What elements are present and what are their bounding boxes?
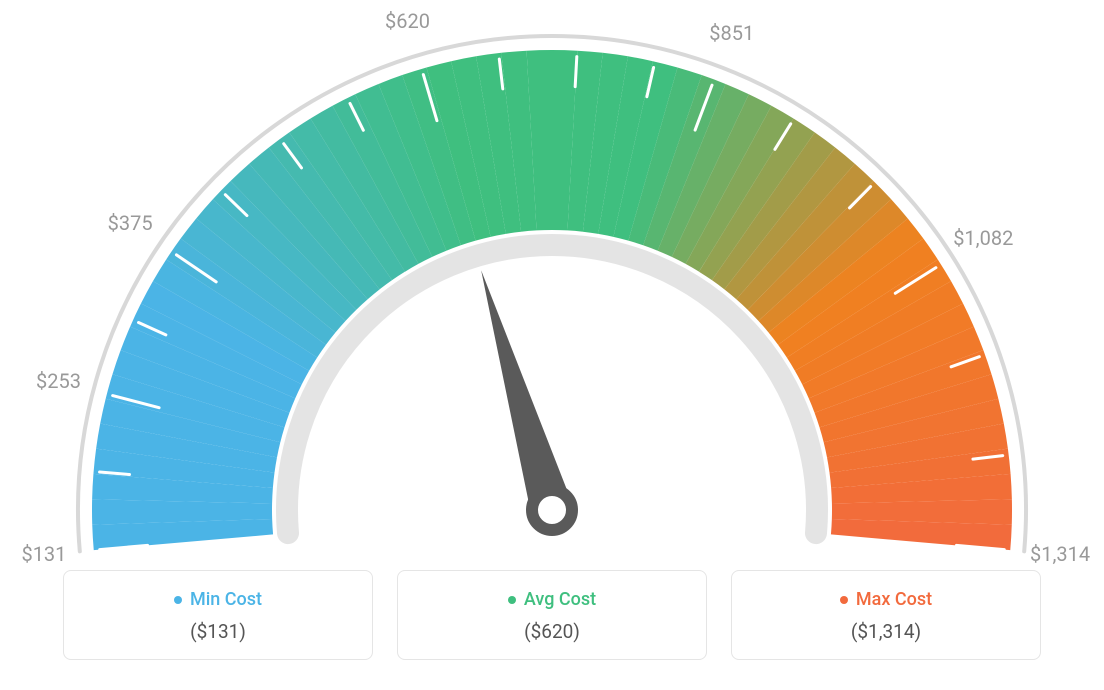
legend-card-max: Max Cost ($1,314) (731, 570, 1041, 661)
legend-label-max: Max Cost (840, 589, 932, 610)
legend-dot-max (840, 596, 848, 604)
legend-label-text-max: Max Cost (856, 589, 932, 610)
tick-label: $253 (36, 369, 81, 393)
legend-value-min: ($131) (84, 620, 352, 643)
cost-gauge-chart: $131 $253 $375 $620 $851 $1,082 $1,314 Min Cos… (0, 0, 1104, 690)
tick-label: $375 (108, 211, 153, 235)
legend-dot-avg (508, 596, 516, 604)
legend-label-text-min: Min Cost (190, 589, 262, 610)
gauge-svg (0, 0, 1104, 560)
legend-card-avg: Avg Cost ($620) (397, 570, 707, 661)
tick-label: $620 (385, 9, 430, 33)
legend-dot-min (174, 596, 182, 604)
legend-label-text-avg: Avg Cost (524, 589, 596, 610)
legend-card-min: Min Cost ($131) (63, 570, 373, 661)
legend-value-avg: ($620) (418, 620, 686, 643)
tick-label: $131 (21, 542, 66, 566)
legend-row: Min Cost ($131) Avg Cost ($620) Max Cost… (50, 570, 1054, 661)
tick-label: $1,082 (953, 226, 1013, 250)
legend-label-min: Min Cost (174, 589, 262, 610)
tick-label: $1,314 (1030, 542, 1090, 566)
legend-value-max: ($1,314) (752, 620, 1020, 643)
tick-label: $851 (709, 21, 754, 45)
legend-label-avg: Avg Cost (508, 589, 596, 610)
gauge-area: $131$253$375$620$851$1,082$1,314 (0, 0, 1104, 560)
